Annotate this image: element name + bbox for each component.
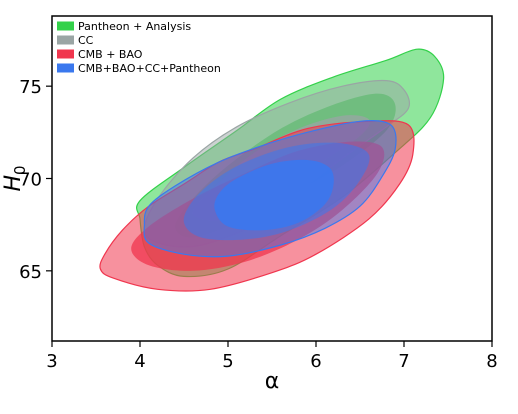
x-axis-ticks: 3 4 5 6 7 8 (46, 341, 498, 372)
legend-item: CMB+BAO+CC+Pantheon (57, 62, 221, 75)
y-tick-label: 65 (19, 262, 42, 283)
x-tick-label: 5 (222, 351, 233, 372)
y-axis-ticks: 65 70 75 (19, 77, 52, 283)
legend-label: CMB + BAO (78, 48, 143, 61)
legend-label: CC (78, 34, 94, 47)
y-axis-label-subscript: 0 (11, 165, 29, 175)
x-tick-label: 4 (134, 351, 145, 372)
legend-swatch (57, 35, 74, 45)
y-axis-label: H0 (1, 165, 29, 191)
x-tick-label: 8 (486, 351, 497, 372)
x-tick-label: 7 (398, 351, 409, 372)
series-cmb-bao-cc-pantheon (143, 120, 397, 258)
legend-swatch (57, 63, 74, 73)
y-tick-label: 70 (19, 170, 42, 191)
legend-swatch (57, 21, 74, 31)
legend-swatch (57, 49, 74, 59)
x-axis-label: α (265, 369, 280, 394)
legend-label: CMB+BAO+CC+Pantheon (78, 62, 221, 75)
legend-label: Pantheon + Analysis (78, 20, 191, 33)
contour-core (214, 159, 334, 231)
legend-item: CMB + BAO (57, 48, 143, 61)
x-tick-label: 3 (46, 351, 57, 372)
legend-item: Pantheon + Analysis (57, 20, 191, 33)
contour-layer (99, 48, 445, 292)
y-tick-label: 75 (19, 77, 42, 98)
legend-item: CC (57, 34, 94, 47)
y-axis-label-main: H (1, 175, 26, 192)
x-tick-label: 6 (310, 351, 321, 372)
